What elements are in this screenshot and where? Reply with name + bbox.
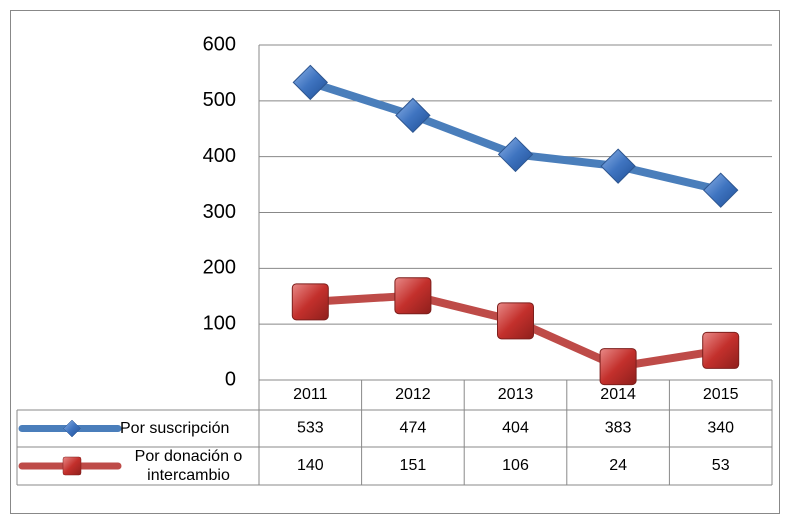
marker xyxy=(291,283,329,321)
marker xyxy=(292,64,329,101)
chart-border xyxy=(10,10,780,514)
y-tick-label: 500 xyxy=(203,89,236,111)
legend-label-box: Por donación o intercambio xyxy=(134,448,243,484)
table-value: 340 xyxy=(707,420,734,437)
legend-label-box: Por suscripción xyxy=(120,420,230,437)
x-tick-label: 2013 xyxy=(498,386,534,403)
table-value: 24 xyxy=(609,457,627,474)
y-tick-label: 600 xyxy=(203,33,236,55)
table-value: 383 xyxy=(605,420,632,437)
marker xyxy=(497,302,534,340)
table-value: 474 xyxy=(400,420,427,437)
table-value: 533 xyxy=(297,420,324,437)
marker xyxy=(395,97,431,134)
table-value: 106 xyxy=(502,457,529,474)
y-tick-label: 0 xyxy=(225,368,236,390)
table-value: 53 xyxy=(712,457,730,474)
y-tick-label: 300 xyxy=(203,201,236,223)
marker xyxy=(497,136,534,173)
legend-marker xyxy=(62,456,82,476)
marker xyxy=(394,277,432,315)
legend-label: Por suscripción xyxy=(120,420,230,437)
marker xyxy=(599,348,637,386)
x-tick-label: 2012 xyxy=(395,386,431,403)
x-tick-label: 2015 xyxy=(703,386,739,403)
x-tick-label: 2014 xyxy=(600,386,636,403)
marker xyxy=(702,172,739,208)
table-value: 151 xyxy=(400,457,427,474)
marker xyxy=(600,148,636,184)
y-tick-label: 100 xyxy=(203,312,236,334)
marker xyxy=(702,331,740,369)
table-value: 404 xyxy=(502,420,529,437)
y-tick-label: 400 xyxy=(203,145,236,167)
legend-marker xyxy=(63,419,81,438)
legend-label: Por donación o intercambio xyxy=(134,448,243,484)
x-tick-label: 2011 xyxy=(293,386,328,403)
table-value: 140 xyxy=(297,457,324,474)
y-tick-label: 200 xyxy=(203,257,236,279)
